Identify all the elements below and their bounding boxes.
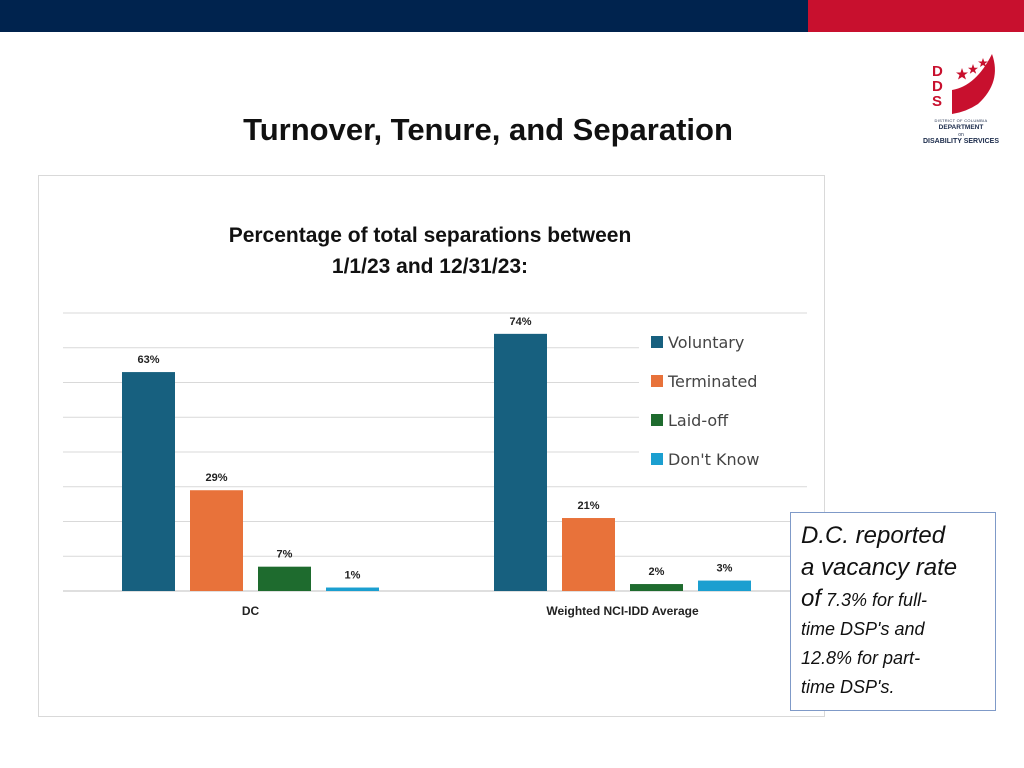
header-band-navy [0, 0, 808, 32]
note-line: a vacancy rate [801, 554, 958, 581]
logo-text-disability-services: DISABILITY SERVICES [923, 138, 999, 145]
legend-swatch [651, 375, 663, 387]
logo-letter: D [932, 63, 943, 80]
header-band-red [808, 0, 1024, 32]
legend-label: Terminated [667, 372, 757, 391]
bar [630, 584, 683, 591]
category-label: DC [242, 604, 260, 618]
bar-chart: 63% 29% 7% 1% 74% 21% 2% 3% DC Weighted NCI-IDD A… [63, 312, 809, 618]
bar [698, 580, 751, 591]
logo-text-department: DEPARTMENT [938, 124, 984, 131]
bar [258, 566, 311, 591]
chart-frame: Percentage of total separations between … [38, 175, 825, 717]
note-line: 12.8% for part- [801, 648, 921, 668]
logo-text-on: on [958, 132, 964, 138]
data-label: 3% [717, 563, 733, 575]
logo-swoosh-icon [952, 54, 995, 114]
vacancy-note: D.C. reported a vacancy rate of 7.3% for… [790, 512, 996, 711]
data-label: 63% [137, 354, 159, 366]
bar [326, 587, 379, 591]
note-line: of 7.3% for full- [801, 584, 995, 615]
logo-letters: D D S [932, 64, 943, 109]
note-line-rest: 7.3% for full- [821, 590, 928, 610]
category-label: Weighted NCI-IDD Average [546, 604, 699, 618]
data-label: 74% [509, 316, 531, 328]
logo-letter: S [932, 93, 943, 110]
bar [190, 490, 243, 591]
data-label: 1% [345, 570, 361, 582]
chart-title-line1: Percentage of total separations between [228, 224, 632, 247]
legend-background [639, 326, 809, 476]
logo-text-district: DISTRICT OF COLUMBIA [934, 118, 988, 123]
bar [494, 333, 547, 591]
slide-title: Turnover, Tenure, and Separation [243, 112, 733, 147]
note-line: time DSP's. [801, 677, 895, 697]
legend-swatch [651, 453, 663, 465]
data-label: 7% [277, 549, 293, 561]
note-line: D.C. reported [801, 522, 946, 549]
legend-swatch [651, 414, 663, 426]
legend-label: Don't Know [668, 450, 760, 469]
legend-label: Voluntary [668, 333, 744, 352]
data-label: 29% [205, 472, 227, 484]
data-label: 2% [649, 566, 665, 578]
chart-title-line2: 1/1/23 and 12/31/23: [331, 255, 529, 278]
note-line: time DSP's and [801, 619, 925, 639]
data-label: 21% [577, 500, 599, 512]
bar [122, 372, 175, 591]
legend-label: Laid-off [668, 411, 729, 430]
legend-swatch [651, 336, 663, 348]
logo-letter: D [932, 78, 943, 95]
dds-logo: D D S DISTRICT OF COLUMBIA DEPARTMENT on… [916, 46, 1006, 152]
bar [562, 518, 615, 591]
chart-title: Percentage of total separations between … [165, 220, 695, 282]
note-line-lead: of [801, 585, 822, 612]
